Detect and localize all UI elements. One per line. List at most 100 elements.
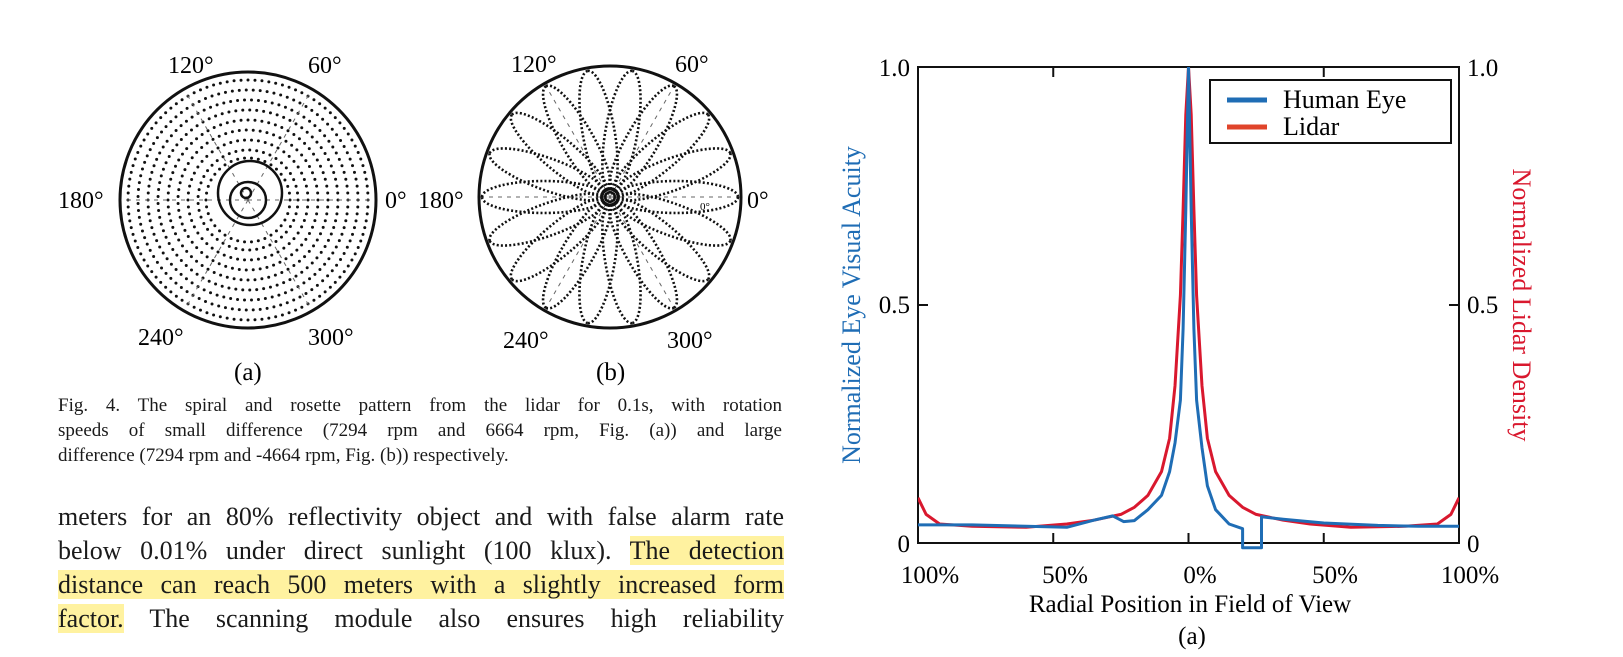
rosette-petal xyxy=(578,69,619,195)
rosette-petal xyxy=(612,192,732,247)
x-tick-label: 0% xyxy=(1183,562,1216,589)
spiral-dot xyxy=(212,83,216,87)
spiral-dot xyxy=(230,307,234,311)
spiral-dot xyxy=(304,105,308,109)
spiral-dot xyxy=(296,191,300,195)
spiral-dot xyxy=(215,159,219,163)
spiral-dot xyxy=(338,275,342,279)
spiral-dot xyxy=(128,177,132,181)
spiral-dot xyxy=(186,198,190,202)
spiral-dot xyxy=(161,251,165,255)
spiral-dot xyxy=(311,171,315,175)
spiral-dot xyxy=(325,212,329,216)
spiral-dot xyxy=(236,257,240,261)
spiral-dot xyxy=(345,212,349,216)
spiral-dot xyxy=(329,232,333,236)
spiral-dot xyxy=(189,128,193,132)
spiral-dot xyxy=(183,168,187,172)
spiral-dot xyxy=(323,245,327,249)
spiral-dot xyxy=(263,141,267,145)
spiral-dot xyxy=(179,258,183,262)
spiral-dot xyxy=(169,276,173,280)
spiral-dot xyxy=(239,278,243,282)
spiral-dot xyxy=(225,275,229,279)
spiral-dot-pattern xyxy=(126,78,370,322)
rosette-petal xyxy=(601,69,642,195)
angle-label-180: 180° xyxy=(418,188,464,214)
spiral-dot xyxy=(280,313,284,317)
spiral-dot xyxy=(186,161,190,165)
spiral-dot xyxy=(255,149,259,153)
spiral-dot xyxy=(197,99,201,103)
spiral-dot xyxy=(159,222,163,226)
body-line-4: factor. The scanning module also ensures… xyxy=(58,602,784,636)
spiral-dot xyxy=(255,247,259,251)
spiral-dot xyxy=(150,170,154,174)
spiral-dot xyxy=(209,291,213,295)
spiral-dot xyxy=(209,105,213,109)
spiral-dot xyxy=(330,127,334,131)
spiral-dot xyxy=(196,231,200,235)
spiral-dot xyxy=(325,184,329,188)
spiral-dot xyxy=(353,252,357,256)
spiral-dot xyxy=(192,91,196,95)
spiral-dot xyxy=(171,171,175,175)
spiral-dot xyxy=(152,255,156,259)
spiral-dot xyxy=(223,163,227,167)
spiral-dot xyxy=(361,232,365,236)
spiral-dot xyxy=(302,281,306,285)
figure-caption: Fig. 4. The spiral and rosette pattern f… xyxy=(58,393,782,468)
spiral-dot xyxy=(274,315,278,319)
spiral-dot xyxy=(275,283,279,287)
spiral-dot xyxy=(288,172,292,176)
spiral-dot xyxy=(222,253,226,257)
spiral-dot xyxy=(155,239,159,243)
spiral-dot xyxy=(342,126,346,130)
spiral-dot xyxy=(327,257,331,261)
spiral-dot xyxy=(139,222,143,226)
spiral-dot xyxy=(300,126,304,130)
spiral-dot xyxy=(244,128,248,132)
spiral-dot xyxy=(165,257,169,261)
spiral-dot xyxy=(234,247,238,251)
y-left-tick-label: 1.0 xyxy=(879,55,910,82)
spiral-dot xyxy=(146,132,150,136)
spiral-dot xyxy=(267,80,271,84)
spiral-dot xyxy=(340,164,344,168)
spiral-dot xyxy=(192,305,196,309)
spiral-dot xyxy=(354,219,358,223)
spiral-dot xyxy=(180,222,184,226)
spiral-dot xyxy=(200,132,204,136)
polar-axis-line xyxy=(545,85,611,198)
spiral-dot xyxy=(234,287,238,291)
spiral-dot xyxy=(307,231,311,235)
spiral-dot xyxy=(307,147,311,151)
spiral-dot xyxy=(158,151,162,155)
spiral-dot xyxy=(190,115,194,119)
spiral-dot xyxy=(225,316,229,320)
spiral-dot xyxy=(331,145,335,149)
spiral-dot xyxy=(285,95,289,99)
spiral-dot xyxy=(213,224,217,228)
spiral-dot xyxy=(200,250,204,254)
spiral-dot xyxy=(217,134,221,138)
spiral-dot xyxy=(161,145,165,149)
spiral-dot xyxy=(154,275,158,279)
rosette-petal xyxy=(578,199,619,325)
spiral-dot xyxy=(278,260,282,264)
spiral-dot xyxy=(323,290,327,294)
spiral-dot xyxy=(292,178,296,182)
spiral-dot xyxy=(350,258,354,262)
spiral-dot xyxy=(263,236,267,240)
spiral-dot xyxy=(279,224,283,228)
rosette-petal xyxy=(509,111,610,198)
spiral-dot xyxy=(207,279,211,283)
spiral-dot xyxy=(340,232,344,236)
y-axis-title-right: Normalized Lidar Density xyxy=(1507,169,1536,442)
spiral-dot xyxy=(136,201,140,205)
spiral-dot xyxy=(277,103,281,107)
spiral-dot xyxy=(312,298,316,302)
spiral-dot xyxy=(280,83,284,87)
rosette-petal xyxy=(509,196,610,283)
spiral-dot xyxy=(189,255,193,259)
